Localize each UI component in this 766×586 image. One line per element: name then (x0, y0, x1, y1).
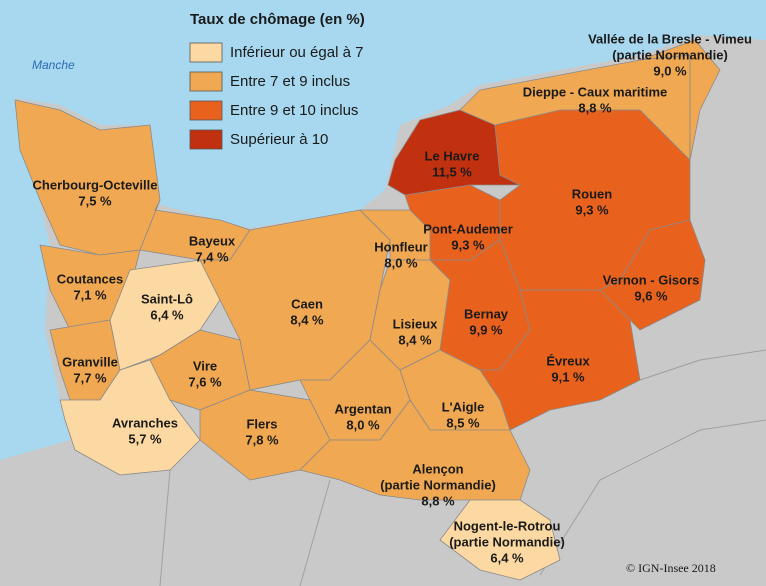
region-name: Le Havre (425, 148, 480, 163)
region-name: Bayeux (189, 233, 236, 248)
sea-label: Manche (32, 58, 75, 72)
region-rate: 7,7 % (73, 370, 107, 385)
region-name: Évreux (546, 353, 590, 368)
region-name: Vallée de la Bresle - Vimeu (588, 31, 752, 46)
region-note: (partie Normandie) (612, 47, 728, 62)
legend-title: Taux de chômage (en %) (190, 11, 365, 28)
region-rate: 7,5 % (78, 193, 112, 208)
region-name: Argentan (334, 401, 391, 416)
region-name: Nogent-le-Rotrou (454, 518, 561, 533)
region-rate: 7,8 % (245, 432, 279, 447)
region-area (599, 219, 706, 331)
region-rate: 7,1 % (73, 287, 107, 302)
region-rate: 8,8 % (421, 493, 455, 508)
region-name: Vernon - Gisors (603, 272, 700, 287)
region-rate: 7,4 % (195, 249, 229, 264)
region-rate: 8,0 % (346, 417, 380, 432)
region-rate: 7,6 % (188, 374, 222, 389)
region-name: Saint-Lô (141, 291, 193, 306)
region-area (639, 39, 721, 161)
region-name: Flers (246, 416, 277, 431)
legend-label: Supérieur à 10 (230, 131, 328, 148)
credit: © IGN-Insee 2018 (626, 561, 716, 575)
outer-borders (159, 349, 766, 586)
region-name: Avranches (112, 415, 178, 430)
legend-label: Entre 7 et 9 inclus (230, 73, 350, 90)
region-rate: 9,0 % (653, 63, 687, 78)
region-rate: 11,5 % (432, 164, 472, 179)
legend-swatch (189, 71, 223, 92)
region-name: Rouen (572, 186, 613, 201)
region-note: (partie Normandie) (380, 477, 496, 492)
region-rate: 9,3 % (575, 202, 609, 217)
region-rate: 9,6 % (634, 288, 668, 303)
region-name: L'Aigle (442, 399, 485, 414)
region-rate: 8,8 % (578, 100, 612, 115)
region-name: Caen (291, 296, 323, 311)
legend-swatch (189, 129, 223, 150)
legend-label: Inférieur ou égal à 7 (230, 44, 363, 61)
region-rate: 9,1 % (551, 369, 585, 384)
region-rate: 9,9 % (469, 322, 503, 337)
legend-swatch (189, 42, 223, 63)
region-name: Granville (62, 354, 118, 369)
region-rate: 9,3 % (451, 237, 485, 252)
region-note: (partie Normandie) (449, 534, 565, 549)
region-rate: 5,7 % (128, 431, 162, 446)
region-name: Coutances (57, 271, 123, 286)
region-name: Honfleur (374, 239, 427, 254)
legend-label: Entre 9 et 10 inclus (230, 102, 358, 119)
region-rate: 6,4 % (490, 550, 524, 565)
region-name: Lisieux (393, 316, 439, 331)
region-name: Vire (193, 358, 217, 373)
region-name: Bernay (464, 306, 509, 321)
region-area (439, 499, 561, 581)
region-name: Alençon (412, 461, 463, 476)
legend-swatch (189, 100, 223, 121)
region-rate: 8,4 % (398, 332, 432, 347)
region-rate: 8,4 % (290, 312, 324, 327)
region-rate: 8,0 % (384, 255, 418, 270)
region-name: Cherbourg-Octeville (33, 177, 158, 192)
region-name: Pont-Audemer (423, 221, 513, 236)
region-rate: 8,5 % (446, 415, 480, 430)
region-name: Dieppe - Caux maritime (523, 84, 668, 99)
region-rate: 6,4 % (150, 307, 184, 322)
